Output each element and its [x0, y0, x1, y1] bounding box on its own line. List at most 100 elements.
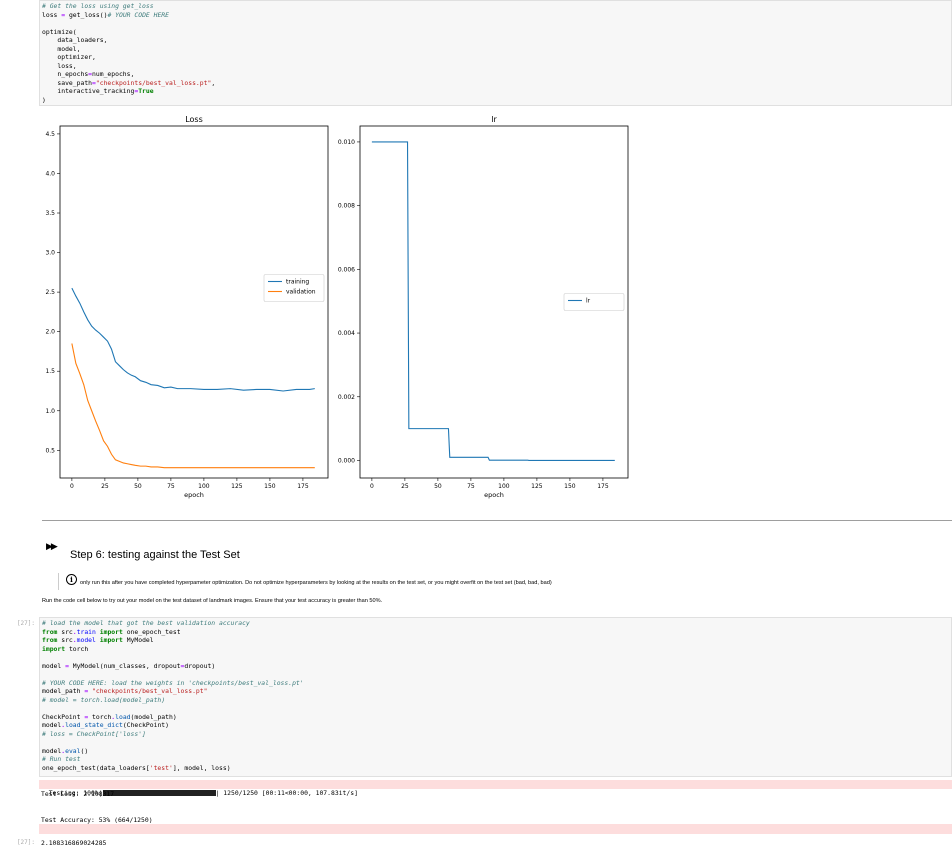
- code-token: .: [72, 627, 77, 636]
- code-top-line: loss,: [42, 62, 76, 70]
- code-token: =: [180, 661, 185, 670]
- x-tick-label: 125: [231, 483, 243, 490]
- code-token: interactive_tracking: [42, 87, 135, 95]
- code-token: True: [138, 87, 154, 95]
- code-token: =: [88, 70, 93, 78]
- code-top-line: loss = get_loss()# YOUR CODE HERE: [42, 11, 169, 19]
- progress-bar: [102, 790, 216, 796]
- code-cell-optimize[interactable]: # Get the loss using get_loss loss = get…: [39, 0, 952, 106]
- code-token: optimize(: [42, 27, 77, 36]
- y-tick-label: 3.0: [45, 250, 55, 257]
- y-tick-label: 4.5: [45, 131, 55, 138]
- code-test-line: from src.train import one_epoch_test: [42, 628, 181, 636]
- y-tick-label: 0.008: [338, 203, 355, 210]
- chart-title: lr: [491, 115, 497, 124]
- x-tick-label: 175: [597, 483, 609, 490]
- code-token: =: [84, 712, 89, 721]
- y-tick-label: 3.5: [45, 210, 55, 217]
- code-test-line: model.load_state_dict(CheckPoint): [42, 721, 169, 729]
- code-token: data_loaders,: [42, 36, 108, 44]
- code-token: MyModel(num_classes, dropout: [68, 661, 181, 670]
- y-tick-label: 0.004: [338, 330, 355, 337]
- y-tick-label: 1.5: [45, 368, 55, 375]
- x-tick-label: 150: [264, 483, 276, 490]
- legend-box: [563, 293, 625, 311]
- code-token: =: [65, 661, 69, 670]
- legend-label: training: [286, 279, 309, 286]
- test-loss-text: Test Loss: 2.108317: [41, 790, 115, 798]
- code-token: .: [61, 721, 66, 729]
- code-token: # YOUR CODE HERE: [107, 10, 169, 19]
- code-cell-test[interactable]: # load the model that got the best valid…: [39, 617, 952, 777]
- legend-label: validation: [286, 289, 316, 296]
- code-token: model: [76, 636, 96, 644]
- x-tick-label: 75: [167, 483, 175, 490]
- chart-title: Loss: [185, 115, 203, 124]
- code-token: src: [57, 627, 73, 636]
- series-line-validation: [71, 343, 315, 469]
- code-token: .: [111, 712, 116, 721]
- result-value: 2.108316869024285: [41, 839, 107, 847]
- code-top-line: # Get the loss using get_loss: [42, 2, 154, 10]
- code-token: ,: [211, 78, 216, 87]
- code-token: .: [61, 746, 66, 755]
- code-token: model_path: [42, 687, 85, 695]
- code-token: load_state_dict: [65, 721, 123, 729]
- code-token: =: [92, 78, 96, 87]
- stderr-output: [39, 780, 952, 789]
- note-text: only run this after you have completed h…: [80, 580, 552, 586]
- code-test-line: # loss = CheckPoint['loss']: [42, 730, 146, 738]
- y-tick-label: 4.0: [45, 170, 55, 177]
- y-tick-label: 2.5: [45, 289, 55, 296]
- code-token: "checkpoints/best_val_loss.pt": [92, 687, 208, 695]
- progress-label: Testing: 100%|: [48, 789, 103, 797]
- code-test-line: model.eval(): [42, 747, 88, 755]
- code-token: load: [115, 712, 131, 721]
- y-tick-label: 0.5: [45, 447, 55, 454]
- test-accuracy-text: Test Accuracy: 53% (664/1250): [41, 816, 153, 824]
- x-tick-label: 25: [401, 483, 409, 490]
- code-token: # YOUR CODE HERE: load the weights in 'c…: [42, 678, 304, 687]
- code-token: # model = torch.load(model_path): [42, 695, 166, 704]
- code-token: =: [61, 10, 66, 19]
- code-token: # Run test: [42, 755, 81, 763]
- progress-tail: | 1250/1250 [00:11<00:00, 107.83it/s]: [215, 789, 358, 797]
- code-token: save_path: [42, 78, 93, 87]
- code-token: # load the model that got the best valid…: [42, 619, 250, 627]
- code-token: # loss = CheckPoint['loss']: [42, 729, 146, 738]
- series-line-lr: [371, 141, 615, 461]
- loss-chart: Loss 0 25 50 75 100 125 150 175 0.5 1.0 1.5 2.0 2.5 3.…: [45, 115, 329, 499]
- code-test-line: # model = torch.load(model_path): [42, 696, 165, 704]
- x-tick-label: 0: [70, 483, 74, 490]
- code-token: torch: [88, 712, 112, 721]
- code-token: model: [42, 721, 62, 729]
- code-token: model,: [42, 44, 81, 53]
- x-axis-label: epoch: [184, 491, 204, 499]
- code-token: .: [72, 636, 77, 644]
- code-token: dropout): [184, 661, 216, 670]
- code-test-line: # load the model that got the best valid…: [42, 619, 250, 627]
- plot-area: [59, 125, 329, 479]
- code-token: =: [134, 87, 139, 95]
- code-test-line: model = MyModel(num_classes, dropout=dro…: [42, 662, 215, 670]
- section-divider: [42, 520, 952, 521]
- code-token: CheckPoint: [42, 712, 85, 721]
- result-prompt: [27]:: [16, 839, 35, 846]
- code-top-line: optimizer,: [42, 53, 96, 61]
- x-tick-label: 100: [498, 483, 510, 490]
- code-test-line: from src.model import MyModel: [42, 636, 154, 644]
- x-tick-label: 175: [297, 483, 309, 490]
- x-tick-label: 50: [434, 483, 442, 490]
- code-token: "checkpoints/best_val_loss.pt": [95, 78, 212, 87]
- x-tick-label: 50: [134, 483, 142, 490]
- y-tick-label: 0.002: [338, 394, 355, 401]
- code-editor-test[interactable]: # load the model that got the best valid…: [40, 618, 951, 773]
- y-tick-label: 1.0: [45, 408, 55, 415]
- code-token: get_loss(): [65, 10, 108, 19]
- legend-label: lr: [586, 298, 591, 305]
- code-token: one_epoch_test(data_loaders[: [42, 763, 150, 772]
- code-editor-optimize[interactable]: # Get the loss using get_loss loss = get…: [40, 1, 951, 105]
- code-top-line: n_epochs=num_epochs,: [42, 70, 134, 78]
- x-tick-label: 150: [564, 483, 576, 490]
- code-top-line: model,: [42, 45, 80, 53]
